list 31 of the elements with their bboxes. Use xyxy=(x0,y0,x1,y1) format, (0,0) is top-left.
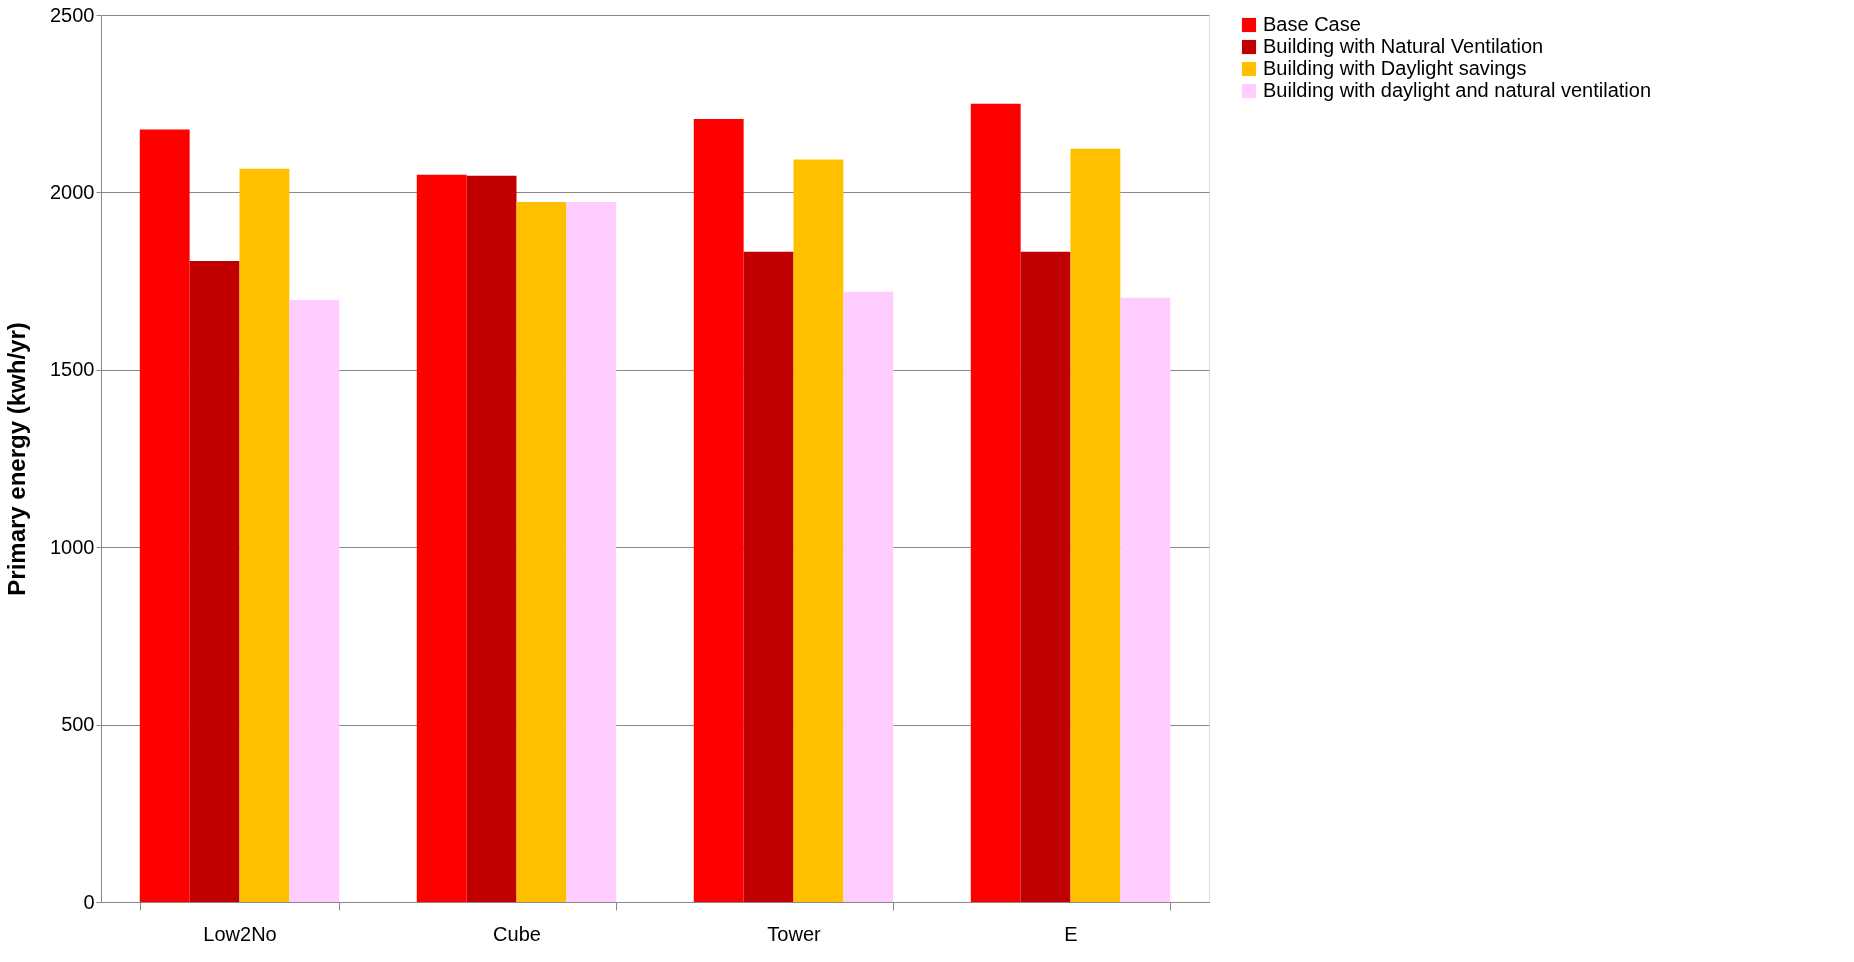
legend-label: Building with Daylight savings xyxy=(1263,57,1527,79)
bar xyxy=(693,118,744,902)
bar xyxy=(466,175,517,902)
y-tick-label: 1000 xyxy=(50,535,95,558)
bar xyxy=(516,201,567,902)
y-tick-label: 1500 xyxy=(50,358,95,381)
bar xyxy=(289,299,340,902)
x-tick-label: E xyxy=(1064,922,1078,945)
bar xyxy=(793,159,844,902)
bar xyxy=(189,260,240,902)
legend-label: Base Case xyxy=(1263,13,1361,35)
y-tick-label: 500 xyxy=(61,713,95,736)
bar xyxy=(1120,297,1171,902)
x-tick-label: Low2No xyxy=(203,922,277,945)
bar xyxy=(1020,251,1071,902)
y-axis-title: Primary energy (kwh/yr) xyxy=(3,322,31,596)
bar xyxy=(743,251,794,902)
bar xyxy=(970,103,1021,902)
bar xyxy=(239,168,290,902)
x-tick-label: Cube xyxy=(493,922,541,945)
bar xyxy=(566,201,617,902)
legend-label: Building with Natural Ventilation xyxy=(1263,35,1544,57)
y-tick-label: 0 xyxy=(83,890,95,913)
bar xyxy=(843,291,894,902)
legend-label: Building with daylight and natural ventilation xyxy=(1263,79,1652,101)
bar xyxy=(1070,148,1121,902)
y-tick-label: 2500 xyxy=(50,3,95,26)
bar xyxy=(416,174,467,902)
y-tick-label: 2000 xyxy=(50,180,95,203)
bar xyxy=(139,129,190,902)
x-tick-label: Tower xyxy=(767,922,822,945)
